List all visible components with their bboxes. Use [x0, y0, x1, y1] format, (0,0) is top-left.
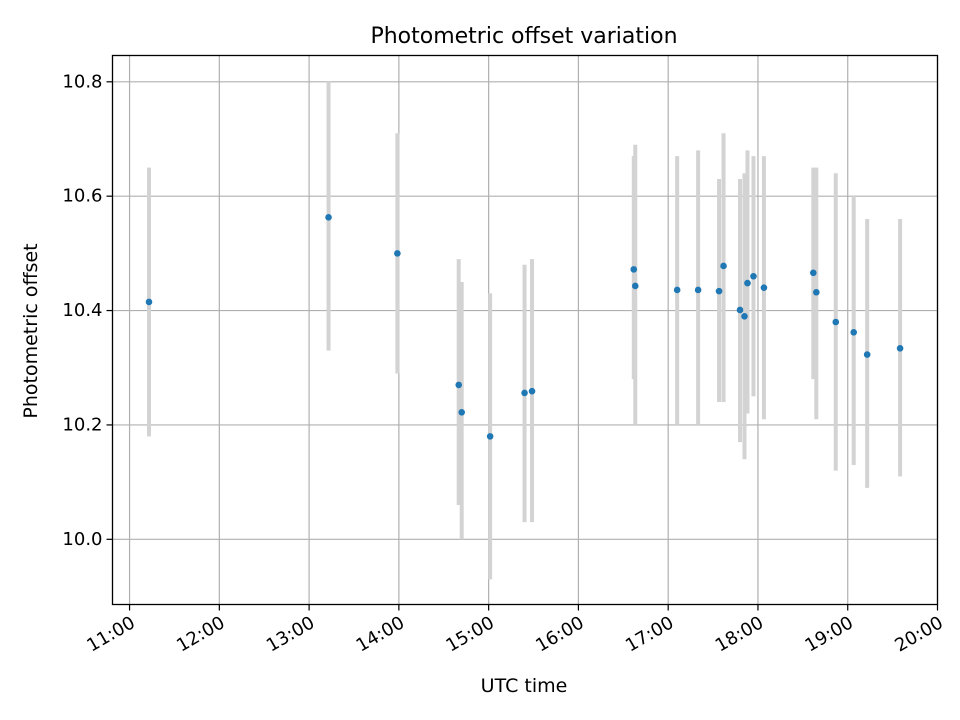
data-point [736, 306, 744, 314]
data-point [694, 286, 702, 294]
data-point [528, 387, 536, 395]
y-tick-label: 10.4 [62, 300, 102, 321]
y-tick-label: 10.2 [62, 414, 102, 435]
y-tick-label: 10.8 [62, 71, 102, 92]
data-point [813, 288, 820, 296]
data-point [325, 214, 332, 221]
x-axis-label: UTC time [481, 675, 568, 697]
data-point [750, 272, 757, 280]
data-point [458, 409, 466, 416]
data-point [810, 269, 817, 277]
data-point [850, 328, 858, 336]
y-tick-label: 10.0 [62, 529, 102, 550]
point-layer [145, 214, 904, 440]
data-point [832, 318, 840, 326]
data-point [720, 262, 727, 270]
data-point [521, 389, 528, 397]
data-point [630, 266, 638, 273]
data-point [741, 312, 748, 320]
y-axis-label: Photometric offset [20, 243, 42, 418]
data-point [631, 282, 639, 290]
data-point [455, 381, 463, 389]
data-point [760, 284, 768, 291]
data-point [863, 351, 871, 358]
data-point [673, 286, 681, 294]
chart-title: Photometric offset variation [370, 24, 677, 49]
data-point [896, 345, 904, 352]
data-point [715, 287, 723, 295]
data-point [145, 298, 153, 306]
data-point [744, 279, 751, 287]
plot-frame [111, 54, 939, 606]
y-tick-label: 10.6 [62, 186, 102, 207]
data-point [394, 250, 401, 257]
data-point [486, 433, 494, 440]
